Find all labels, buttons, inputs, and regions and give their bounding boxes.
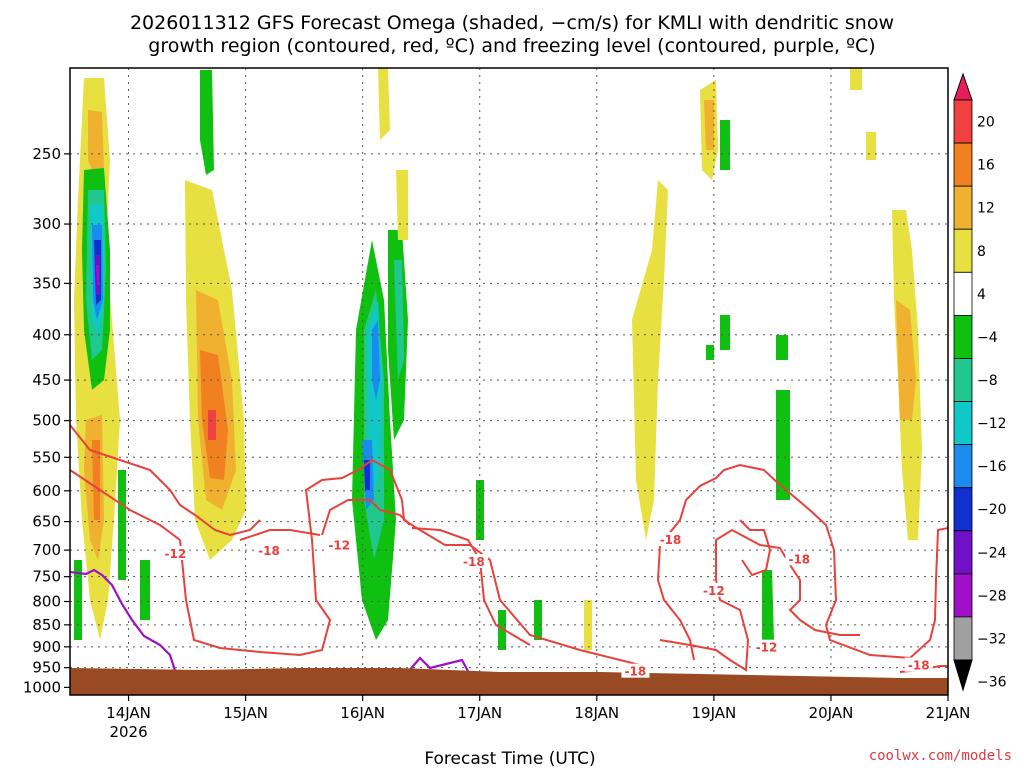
colorbar-label: 8: [977, 244, 986, 260]
omega-shading: [74, 68, 922, 650]
colorbar-swatch: [953, 444, 973, 489]
colorbar-swatch: [953, 616, 973, 661]
y-tick-label: 650: [32, 513, 61, 531]
colorbar: 20 16 12 8 4 −4 −8 −12 −16 −20 −24 −28 −32 −36: [953, 72, 1007, 692]
contour-label: -12: [328, 539, 350, 553]
contour-label-bg: [752, 639, 781, 654]
freezing-level-contours: [70, 568, 471, 681]
y-tick-label: 350: [32, 274, 61, 292]
y-tick-label: 950: [32, 659, 61, 677]
y-tick-label: 750: [32, 568, 61, 586]
contour-label: -12: [756, 641, 778, 655]
contour-label: -18: [788, 552, 810, 566]
x-tick-sublabel: 2026: [109, 723, 147, 741]
colorbar-swatch: [953, 228, 973, 273]
contour-label: -18: [908, 659, 930, 673]
x-tick-label: 21JAN: [926, 704, 971, 722]
contour-label-bg: [699, 582, 728, 597]
colorbar-label: 12: [977, 201, 995, 217]
colorbar-swatch: [953, 401, 973, 446]
colorbar-swatch: [953, 271, 973, 316]
y-tick-label: 700: [32, 541, 61, 559]
y-tick-label: 1000: [23, 678, 61, 696]
colorbar-label: −32: [977, 631, 1007, 647]
y-tick-label: 250: [32, 145, 61, 163]
chart-title-line2: growth region (contoured, red, ºC) and f…: [148, 35, 875, 57]
colorbar-swatch: [953, 487, 973, 532]
x-tick-label: 18JAN: [574, 704, 619, 722]
contour-label: -18: [463, 555, 485, 569]
x-tick-label: 17JAN: [457, 704, 502, 722]
x-axis-label: Forecast Time (UTC): [424, 749, 595, 768]
colorbar-swatch: [953, 185, 973, 230]
contour-label-bg: [161, 545, 190, 560]
y-tick-label: 500: [32, 412, 61, 430]
colorbar-label: 4: [977, 287, 986, 303]
y-tick-label: 450: [32, 371, 61, 389]
contour-label-bg: [785, 551, 814, 566]
colorbar-swatch: [953, 142, 973, 187]
contour-label-bg: [656, 532, 685, 547]
x-tick-label: 15JAN: [223, 704, 268, 722]
x-tick-label: 19JAN: [691, 704, 736, 722]
colorbar-label: 16: [977, 158, 995, 174]
plot-area: -12 -18 -12 -18 -18 -12 -18 -12 -18 -18: [70, 68, 948, 695]
contour-label-bg: [459, 554, 488, 569]
contour-label: -18: [660, 533, 682, 547]
colorbar-label: −24: [977, 545, 1007, 561]
colorbar-label: −4: [977, 330, 998, 346]
y-tick-label: 400: [32, 326, 61, 344]
colorbar-label: −8: [977, 373, 998, 389]
y-tick-label: 800: [32, 593, 61, 611]
y-tick-label: 550: [32, 448, 61, 466]
contour-label: -12: [703, 584, 725, 598]
contour-label-bg: [325, 537, 354, 552]
contour-label: -18: [625, 665, 647, 679]
y-tick-label: 600: [32, 482, 61, 500]
colorbar-label: 20: [977, 115, 995, 131]
contour-label-bg: [904, 657, 933, 672]
y-tick-label: 300: [32, 215, 61, 233]
contour-label-bg: [621, 663, 650, 678]
plot-frame: [69, 67, 949, 696]
y-tick-label: 850: [32, 616, 61, 634]
colorbar-label: −28: [977, 588, 1007, 604]
colorbar-label: −16: [977, 459, 1007, 475]
colorbar-label: −20: [977, 502, 1007, 518]
contour-label: -18: [258, 544, 280, 558]
chart-title-line1: 2026011312 GFS Forecast Omega (shaded, −…: [130, 12, 894, 34]
colorbar-bottom-arrow: [953, 659, 973, 692]
colorbar-swatch: [953, 99, 973, 144]
colorbar-label: −36: [977, 675, 1007, 691]
colorbar-top-arrow: [953, 72, 973, 101]
credit-text: coolwx.com/models: [869, 748, 1012, 764]
colorbar-swatch: [953, 358, 973, 402]
contour-labels: -12 -18 -12 -18 -18 -12 -18 -12 -18 -18: [161, 532, 933, 679]
ground-below-surface: [70, 668, 948, 695]
x-tick-label: 14JAN: [106, 704, 151, 722]
colorbar-swatch: [953, 530, 973, 575]
colorbar-swatch: [953, 573, 973, 618]
contour-label-bg: [255, 543, 284, 558]
y-axis-ticks: 250 300 350 400 450 500 550 600 650 700 750 800 850 9…: [23, 145, 70, 696]
colorbar-label: −12: [977, 416, 1007, 432]
x-tick-label: 20JAN: [809, 704, 854, 722]
contour-label: -12: [165, 547, 187, 561]
colorbar-swatch: [953, 314, 973, 359]
y-tick-label: 900: [32, 638, 61, 656]
x-tick-label: 16JAN: [340, 704, 385, 722]
